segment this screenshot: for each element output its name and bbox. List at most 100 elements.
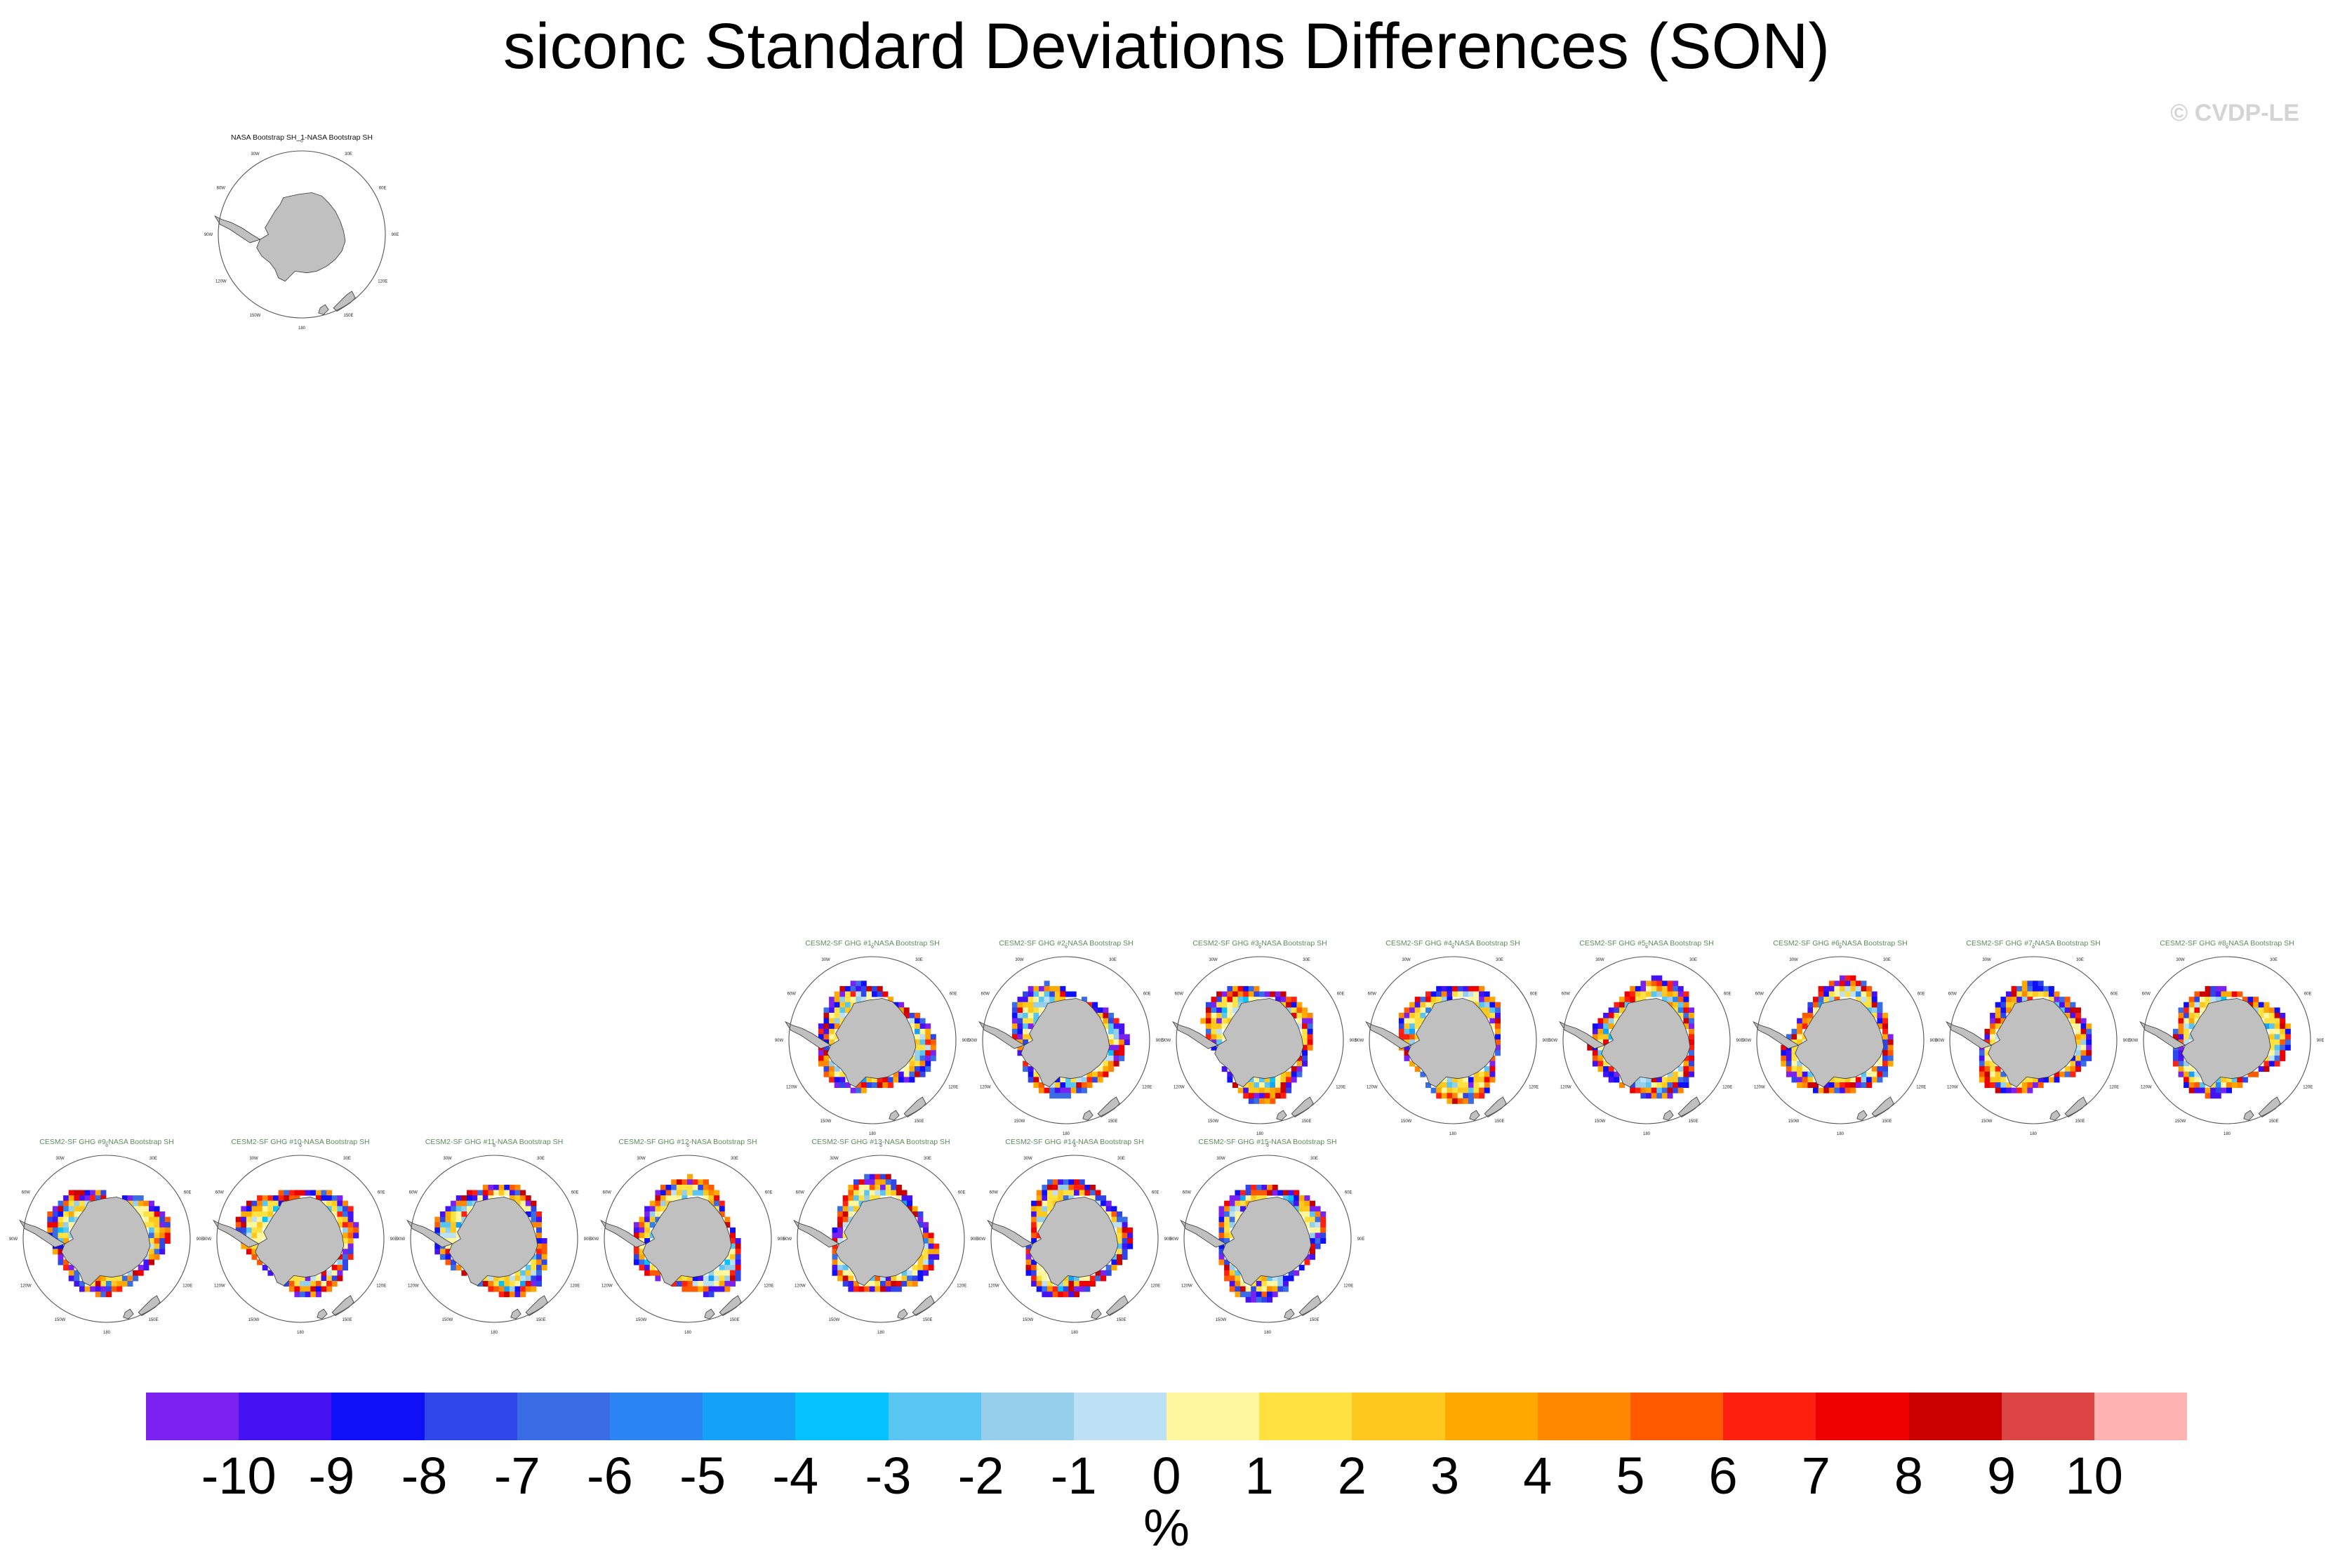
heatmap-cell <box>2264 1061 2270 1067</box>
heatmap-cell <box>257 1233 263 1239</box>
longitude-label: 120W <box>1181 1284 1192 1289</box>
heatmap-cell <box>915 1050 920 1056</box>
heatmap-cell <box>343 1259 348 1265</box>
heatmap-cell <box>2194 1013 2200 1018</box>
heatmap-cell <box>2274 1061 2280 1067</box>
heatmap-cell <box>644 1270 651 1276</box>
heatmap-cell <box>1267 1286 1272 1292</box>
heatmap-cell <box>525 1281 531 1287</box>
heatmap-cell <box>1296 1013 1303 1018</box>
heatmap-cell <box>903 1077 910 1083</box>
heatmap-cell <box>829 1013 835 1018</box>
longitude-label: 120E <box>378 280 387 284</box>
heatmap-cell <box>58 1211 64 1217</box>
heatmap-cell <box>872 991 877 997</box>
heatmap-cell <box>326 1190 333 1196</box>
heatmap-cell <box>2080 1028 2087 1035</box>
tasmania-land <box>704 1308 715 1320</box>
heatmap-cell <box>1028 997 1034 1003</box>
heatmap-cell <box>1807 1013 1814 1018</box>
heatmap-cell <box>1232 991 1238 997</box>
heatmap-cell <box>837 1206 844 1212</box>
heatmap-cell <box>1861 997 1867 1003</box>
model-map-panel: CESM2-SF GHG #9-NASA Bootstrap SH030E60E… <box>9 1138 204 1335</box>
heatmap-cell <box>514 1281 521 1287</box>
heatmap-cell <box>1113 1055 1119 1061</box>
heatmap-cell <box>1807 1007 1814 1014</box>
heatmap-cell <box>2064 1013 2071 1018</box>
heatmap-cell <box>1866 985 1873 992</box>
heatmap-cell <box>1882 1066 1888 1072</box>
longitude-label: 60W <box>981 992 990 997</box>
heatmap-cell <box>58 1254 64 1260</box>
heatmap-cell <box>1310 1216 1315 1223</box>
heatmap-cell <box>875 1179 881 1185</box>
heatmap-cell <box>1689 1055 1694 1061</box>
heatmap-cell <box>1635 985 1641 992</box>
heatmap-cell <box>1042 1286 1048 1292</box>
heatmap-cell <box>68 1206 74 1212</box>
heatmap-cell <box>2064 1007 2071 1014</box>
heatmap-cell <box>1990 1034 1996 1040</box>
heatmap-cell <box>149 1243 154 1249</box>
heatmap-cell <box>1291 1002 1297 1008</box>
heatmap-cell <box>2274 1023 2280 1030</box>
heatmap-cell <box>2215 1087 2221 1094</box>
heatmap-cell <box>1307 1034 1313 1040</box>
heatmap-cell <box>1221 1002 1228 1008</box>
heatmap-cell <box>451 1222 457 1228</box>
heatmap-cell <box>917 1259 924 1265</box>
heatmap-cell <box>2200 1087 2205 1094</box>
tasmania-land <box>897 1308 908 1320</box>
heatmap-cell <box>1267 1184 1272 1190</box>
heatmap-cell <box>1468 1087 1474 1094</box>
heatmap-cell <box>1877 1071 1883 1077</box>
heatmap-cell <box>331 1275 338 1282</box>
longitude-label: 150E <box>2075 1119 2085 1124</box>
longitude-label: 90E <box>197 1237 204 1242</box>
heatmap-cell <box>708 1190 714 1196</box>
heatmap-cell <box>1990 1028 1996 1035</box>
heatmap-cell <box>2200 997 2205 1003</box>
heatmap-cell <box>1603 1018 1609 1024</box>
heatmap-cell <box>1984 1066 1990 1072</box>
heatmap-cell <box>1272 1275 1278 1282</box>
heatmap-cell <box>1245 1296 1251 1303</box>
heatmap-cell <box>915 1055 920 1061</box>
heatmap-cell <box>1218 1216 1225 1223</box>
heatmap-cell <box>860 1077 867 1083</box>
longitude-label: 90E <box>1357 1237 1365 1242</box>
heatmap-cell <box>1264 1093 1270 1099</box>
heatmap-cell <box>138 1265 144 1271</box>
heatmap-cell <box>541 1249 547 1255</box>
heatmap-cell <box>2080 1050 2087 1056</box>
heatmap-cell <box>1108 1034 1114 1040</box>
heatmap-cell <box>866 1082 872 1088</box>
colorbar-swatch <box>1908 1393 2002 1440</box>
heatmap-cell <box>1127 1243 1134 1249</box>
heatmap-cell <box>2274 1034 2280 1040</box>
heatmap-cell <box>1995 1023 2001 1030</box>
heatmap-cell <box>1017 1002 1023 1008</box>
heatmap-cell <box>1103 1066 1109 1072</box>
longitude-label: 90W <box>397 1237 406 1242</box>
heatmap-cell <box>95 1195 101 1202</box>
heatmap-cell <box>451 1259 457 1265</box>
heatmap-cell <box>1113 1023 1119 1030</box>
heatmap-cell <box>1058 1184 1064 1190</box>
heatmap-cell <box>1275 997 1281 1003</box>
heatmap-cell <box>1256 1184 1262 1190</box>
longitude-label: 120E <box>1336 1086 1345 1090</box>
heatmap-cell <box>885 1190 891 1196</box>
panel-title: CESM2-SF GHG #9-NASA Bootstrap SH <box>39 1138 173 1146</box>
heatmap-cell <box>525 1206 531 1212</box>
heatmap-cell <box>2184 1077 2190 1083</box>
model-map-panel: CESM2-SF GHG #1-NASA Bootstrap SH030E60E… <box>775 939 970 1136</box>
heatmap-cell <box>1232 1082 1238 1088</box>
heatmap-cell <box>2054 1071 2060 1077</box>
heatmap-cell <box>644 1259 651 1265</box>
heatmap-cell <box>2075 1013 2081 1018</box>
heatmap-cell <box>2070 1071 2076 1077</box>
heatmap-cell <box>267 1195 274 1202</box>
heatmap-cell <box>880 1190 886 1196</box>
